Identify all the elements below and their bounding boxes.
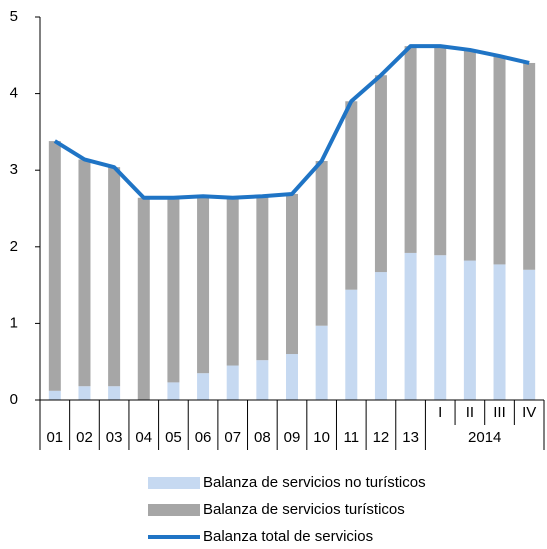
bar [374, 272, 387, 400]
x-tick-label: 03 [106, 429, 123, 446]
bar [286, 193, 298, 355]
bar [463, 49, 476, 261]
legend-swatch [148, 477, 200, 489]
x-tick-label: 11 [344, 429, 360, 446]
bar [345, 289, 358, 400]
bar [315, 161, 328, 326]
x-tick-label: 06 [195, 429, 212, 446]
bar [523, 62, 536, 270]
x-tick-label: 01 [46, 429, 63, 446]
bar [404, 46, 417, 253]
bar [197, 373, 210, 400]
x-tick-label: 08 [254, 429, 271, 446]
bar [434, 255, 447, 400]
bar [404, 252, 417, 400]
x-tick-label: 10 [313, 429, 330, 446]
y-tick-label: 5 [10, 8, 18, 25]
bar [493, 264, 506, 400]
x-tick-label: III [493, 404, 506, 421]
legend-swatch [148, 504, 200, 516]
y-tick-label: 1 [10, 314, 18, 331]
legend-label: Balanza de servicios no turísticos [203, 474, 426, 491]
y-tick-label: 3 [10, 161, 18, 178]
bar [167, 197, 180, 383]
bar [315, 325, 328, 400]
legend-label: Balanza total de servicios [203, 528, 373, 545]
bar [256, 196, 269, 361]
x-tick-label: IV [522, 404, 536, 421]
bar [108, 167, 121, 387]
y-tick-label: 0 [10, 391, 18, 408]
y-tick-label: 2 [10, 238, 18, 255]
bar [523, 269, 536, 400]
bar [286, 354, 298, 400]
bar [493, 56, 506, 265]
x-tick-label: 09 [284, 429, 301, 446]
x-tick-label: 04 [135, 429, 152, 446]
bar [197, 196, 210, 374]
x-tick-label: 07 [224, 429, 241, 446]
bar [226, 197, 239, 366]
bar [345, 101, 358, 290]
x-tick-label: 13 [402, 429, 419, 446]
line-series [53, 44, 530, 200]
bar [137, 197, 150, 400]
y-tick-label: 4 [10, 85, 18, 102]
bar [78, 159, 91, 387]
x-tick-label: II [466, 404, 474, 421]
x-group-label: 2014 [468, 429, 501, 446]
bar [463, 260, 476, 400]
x-tick-label: 02 [76, 429, 93, 446]
legend-label: Balanza de servicios turísticos [203, 501, 405, 518]
bar [48, 390, 61, 400]
x-tick-label: 12 [373, 429, 390, 446]
x-tick-label: 05 [165, 429, 182, 446]
bar [167, 382, 180, 400]
bar [78, 386, 91, 400]
x-tick-label: I [438, 404, 442, 421]
bar [108, 386, 121, 400]
bar [226, 365, 239, 400]
bar [48, 141, 61, 391]
bar [374, 75, 387, 273]
bar [256, 360, 269, 400]
bar [434, 46, 447, 256]
